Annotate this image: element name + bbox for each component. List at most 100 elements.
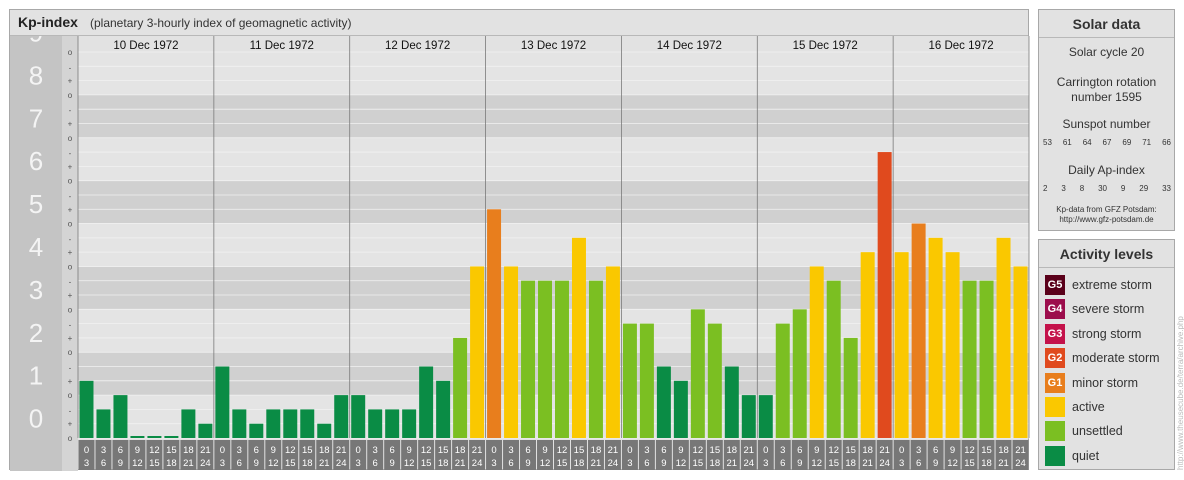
kp-bar xyxy=(96,409,111,438)
kp-bar xyxy=(741,395,756,438)
y-minor-label: + xyxy=(68,119,73,128)
level-row-g4: G4 severe storm xyxy=(1045,299,1144,319)
hour-start-label: 18 xyxy=(862,445,873,456)
hour-box xyxy=(791,440,808,470)
hour-start-label: 15 xyxy=(710,445,721,456)
hour-end-label: 18 xyxy=(710,458,721,469)
level-label-unsettled: unsettled xyxy=(1072,424,1123,438)
y-tick-label: 6 xyxy=(29,146,43,176)
level-swatch-unsettled xyxy=(1045,421,1065,441)
hour-end-label: 12 xyxy=(268,458,279,469)
hour-start-label: 0 xyxy=(491,445,496,456)
kp-bar xyxy=(911,223,926,438)
kp-bar xyxy=(215,366,230,438)
source-link[interactable]: http://www.gfz-potsdam.de xyxy=(1059,215,1154,224)
hour-box xyxy=(978,440,995,470)
y-minor-column xyxy=(62,36,78,471)
hour-end-label: 9 xyxy=(797,458,802,469)
hour-end-label: 3 xyxy=(356,458,361,469)
hour-start-label: 0 xyxy=(220,445,225,456)
hour-start-label: 3 xyxy=(508,445,513,456)
hour-end-label: 15 xyxy=(285,458,296,469)
kp-bar xyxy=(283,409,298,438)
hour-box xyxy=(299,440,316,470)
hour-end-label: 9 xyxy=(254,458,259,469)
hour-end-label: 15 xyxy=(149,458,160,469)
y-minor-label: o xyxy=(68,305,73,314)
hour-end-label: 3 xyxy=(763,458,768,469)
hour-box xyxy=(554,440,570,470)
hour-start-label: 9 xyxy=(542,445,547,456)
hour-box xyxy=(469,440,486,470)
hour-start-label: 12 xyxy=(828,445,839,456)
level-label-active: active xyxy=(1072,400,1105,414)
kp-bar xyxy=(775,323,790,438)
kp-bar xyxy=(113,395,128,438)
hour-start-label: 12 xyxy=(557,445,568,456)
hour-box xyxy=(214,440,231,470)
ap-title: Daily Ap-index xyxy=(1068,163,1145,177)
day-label: 11 Dec 1972 xyxy=(250,40,314,52)
hour-box xyxy=(570,440,587,470)
kp-bar xyxy=(164,436,179,438)
kp-bar xyxy=(707,323,722,438)
carrington-line-2: number 1595 xyxy=(1071,90,1142,104)
hour-start-label: 15 xyxy=(166,445,177,456)
kp-bar xyxy=(605,266,620,438)
level-row-active: active xyxy=(1045,397,1105,417)
hour-start-label: 9 xyxy=(271,445,276,456)
hour-box xyxy=(961,440,978,470)
level-row-g5: G5 extreme storm xyxy=(1045,275,1152,295)
kp-bar xyxy=(571,237,586,438)
hour-end-label: 9 xyxy=(661,458,666,469)
hour-box xyxy=(112,440,129,470)
hour-box xyxy=(944,440,961,470)
hour-box xyxy=(723,440,740,470)
hour-end-label: 18 xyxy=(302,458,313,469)
watermark: http://www.theusecube.de/terra/archive.p… xyxy=(1176,316,1184,470)
hour-start-label: 12 xyxy=(149,445,160,456)
day-label: 16 Dec 1972 xyxy=(928,40,993,52)
kp-bar xyxy=(928,237,943,438)
y-tick-label: 1 xyxy=(29,361,43,391)
hour-end-label: 24 xyxy=(472,458,483,469)
kp-bar xyxy=(521,280,536,438)
kp-bar xyxy=(945,252,960,438)
hour-end-label: 6 xyxy=(508,458,513,469)
y-minor-label: o xyxy=(68,220,73,229)
kp-bar xyxy=(588,280,603,438)
date-strip xyxy=(78,36,1029,52)
level-label-g4: severe storm xyxy=(1072,302,1145,316)
sunspot-title: Sunspot number xyxy=(1062,117,1151,131)
solar-data-panel: Solar data Solar cycle 20 Carrington rot… xyxy=(1038,9,1175,231)
level-swatch-active xyxy=(1045,397,1065,417)
hour-box xyxy=(452,440,469,470)
hour-end-label: 21 xyxy=(455,458,466,469)
sunspot-value: 53 xyxy=(1043,138,1052,147)
chart-header: Kp-index (planetary 3-hourly index of ge… xyxy=(10,10,1028,36)
kp-bar xyxy=(843,337,858,438)
y-minor-label: + xyxy=(68,248,73,257)
day-label: 14 Dec 1972 xyxy=(657,40,722,52)
y-tick-label: 4 xyxy=(29,232,43,262)
y-minor-label: o xyxy=(68,262,73,271)
kp-bar xyxy=(639,323,654,438)
kp-bar xyxy=(436,380,451,438)
hour-start-label: 15 xyxy=(438,445,449,456)
hour-box xyxy=(486,440,503,470)
activity-levels-title: Activity levels xyxy=(1039,240,1174,268)
hour-start-label: 21 xyxy=(472,445,483,456)
hour-start-label: 15 xyxy=(845,445,856,456)
sunspot-value: 61 xyxy=(1062,138,1072,147)
y-minor-label: - xyxy=(69,321,72,330)
chart-subtitle: (planetary 3-hourly index of geomagnetic… xyxy=(90,16,352,30)
hour-box xyxy=(587,440,604,470)
kp-bar xyxy=(470,266,485,438)
hour-box xyxy=(129,440,146,470)
hour-start-label: 0 xyxy=(899,445,904,456)
kp-chart-panel: 10 Dec 1972 11 Dec 1972 12 Dec 1972 13 Dec … xyxy=(9,9,1030,471)
hour-start-label: 3 xyxy=(101,445,106,456)
hour-end-label: 24 xyxy=(336,458,347,469)
kp-band xyxy=(78,52,1029,95)
level-label-g3: strong storm xyxy=(1072,327,1142,341)
